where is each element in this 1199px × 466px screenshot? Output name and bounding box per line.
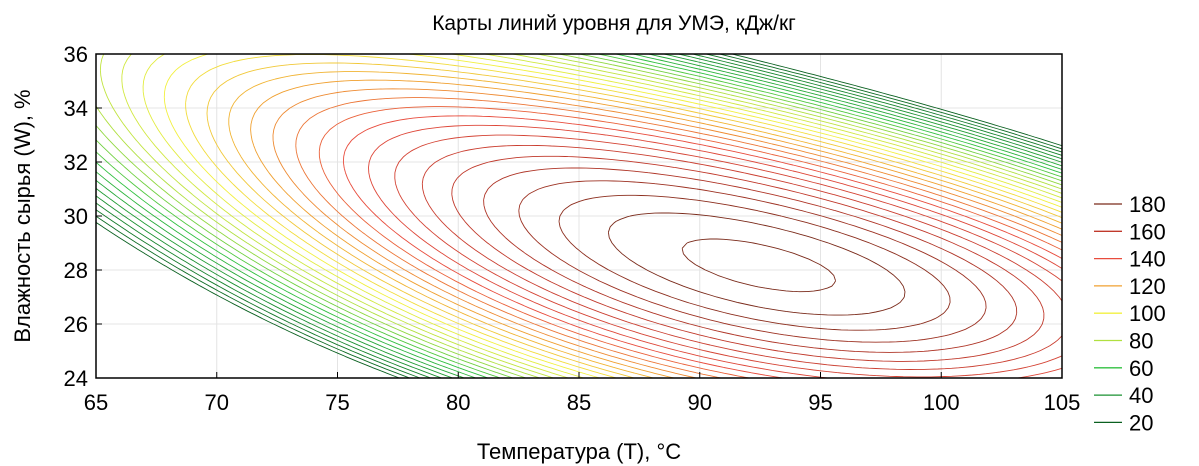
contour-line: [681, 238, 837, 293]
x-tick-label: 65: [84, 390, 108, 415]
legend-label: 160: [1129, 219, 1166, 244]
legend-label: 120: [1129, 274, 1166, 299]
contour-line: [99, 54, 1062, 378]
y-tick-label: 30: [64, 204, 88, 229]
contour-line: [96, 54, 1062, 378]
contour-line: [228, 71, 1062, 378]
contour-line: [250, 79, 1062, 378]
contour-line: [272, 88, 1062, 378]
legend-label: 60: [1129, 356, 1153, 381]
contour-line: [206, 62, 1062, 378]
contour-line: [121, 54, 1062, 378]
contour-line: [96, 54, 1062, 378]
x-tick-label: 85: [567, 390, 591, 415]
legend-label: 140: [1129, 247, 1166, 272]
y-tick-label: 28: [64, 258, 88, 283]
legend-label: 40: [1129, 383, 1153, 408]
contour-line: [558, 194, 951, 331]
x-tick-label: 95: [808, 390, 832, 415]
contour-line: [518, 180, 987, 343]
x-tick-label: 75: [325, 390, 349, 415]
x-tick-label: 80: [446, 390, 470, 415]
contour-line: [96, 54, 1062, 378]
contour-line: [96, 54, 1062, 378]
contour-line: [96, 54, 1062, 378]
contour-line: [295, 97, 1062, 378]
contour-line: [163, 54, 1062, 378]
y-tick-label: 34: [64, 96, 88, 121]
x-tick-label: 90: [688, 390, 712, 415]
contour-line: [318, 106, 1062, 378]
contour-line: [451, 155, 1045, 362]
x-tick-label: 100: [923, 390, 960, 415]
contour-line: [142, 54, 1062, 378]
contour-line: [96, 54, 1062, 378]
contour-line: [96, 54, 1062, 378]
contour-line: [96, 54, 1062, 378]
x-axis-ticks: 65 70 75 80 85 90 95 100 105: [84, 372, 1081, 415]
chart-title: Карты линий уровня для УМЭ, кДж/кг: [432, 12, 796, 35]
contour-line: [96, 54, 1062, 378]
y-axis-title: Влажность сырья (W), %: [10, 89, 35, 342]
y-axis-ticks: 24 26 28 30 32 34 36: [64, 42, 102, 391]
legend-label: 100: [1129, 301, 1166, 326]
contour-line: [96, 54, 1062, 378]
contour-line: [185, 54, 1062, 378]
y-tick-label: 24: [64, 366, 88, 391]
contour-line: [483, 167, 1018, 353]
contour-line: [607, 212, 906, 316]
contour-line: [421, 144, 1062, 370]
x-tick-label: 70: [205, 390, 229, 415]
legend-label: 20: [1129, 410, 1153, 435]
contour-lines: [96, 54, 1062, 378]
y-tick-label: 26: [64, 312, 88, 337]
contour-line: [96, 54, 1062, 378]
contour-line: [342, 115, 1062, 378]
x-axis-title: Температура (Т), °С: [477, 439, 681, 464]
contour-line: [368, 124, 1062, 378]
contour-line: [96, 54, 1062, 378]
legend-label: 180: [1129, 192, 1166, 217]
y-tick-label: 36: [64, 42, 88, 67]
legend-label: 80: [1129, 329, 1153, 354]
contour-line: [96, 54, 1062, 378]
y-tick-label: 32: [64, 150, 88, 175]
x-tick-label: 105: [1044, 390, 1081, 415]
